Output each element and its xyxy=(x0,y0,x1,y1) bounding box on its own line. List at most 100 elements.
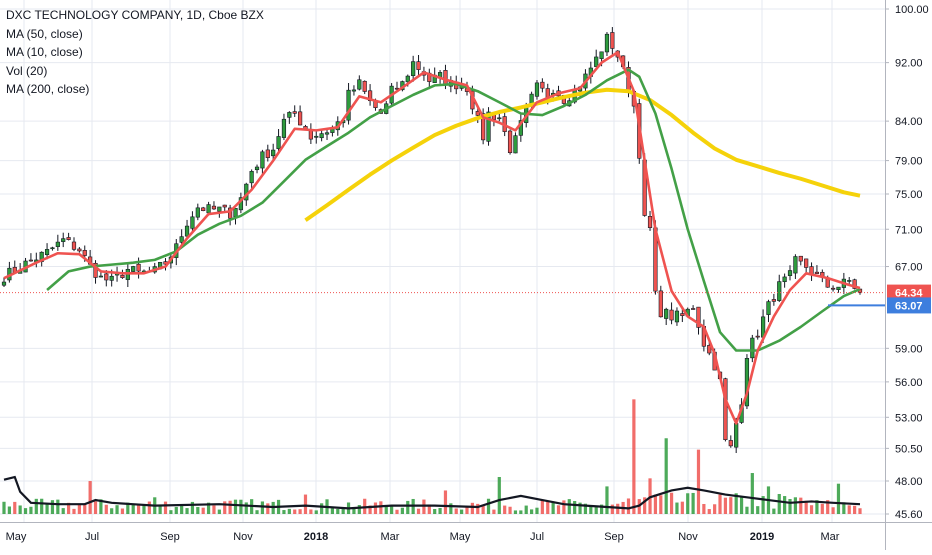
volume-bar xyxy=(476,503,480,514)
candle-body xyxy=(691,308,696,310)
legend-ma10[interactable]: MA (10, close) xyxy=(6,45,83,59)
volume-bar xyxy=(201,507,205,514)
volume-bar xyxy=(556,505,561,514)
volume-bar xyxy=(115,505,119,514)
volume-bar xyxy=(223,501,227,514)
volume-bar xyxy=(853,505,857,514)
volume-bar xyxy=(228,500,232,514)
volume-bar xyxy=(169,510,173,514)
volume-bar xyxy=(330,508,335,514)
candle-body xyxy=(599,51,604,59)
volume-bar xyxy=(72,508,76,514)
candle-body xyxy=(292,111,297,114)
volume-bar xyxy=(2,501,6,514)
x-tick-label: Sep xyxy=(160,531,180,543)
volume-bar xyxy=(379,501,383,514)
volume-bar xyxy=(298,509,302,514)
volume-bar xyxy=(390,505,394,514)
volume-bar xyxy=(427,504,431,514)
volume-bar xyxy=(691,492,695,514)
candle-body xyxy=(319,133,324,139)
volume-bar xyxy=(142,504,146,514)
volume-bar xyxy=(212,505,216,514)
candle-body xyxy=(798,255,803,262)
volume-bar xyxy=(433,509,437,514)
volume-bar xyxy=(395,509,399,514)
y-tick-label: 100.00 xyxy=(895,4,929,16)
legend-vol[interactable]: Vol (20) xyxy=(6,63,48,78)
y-tick-label: 79.00 xyxy=(895,156,923,168)
volume-bar xyxy=(206,502,211,514)
candle-body xyxy=(647,216,653,228)
volume-bar xyxy=(713,504,717,514)
legend-ma200[interactable]: MA (200, close) xyxy=(6,82,90,96)
volume-bar xyxy=(836,483,841,514)
volume-bar xyxy=(293,509,297,514)
volume-bar xyxy=(675,502,679,514)
candle-body xyxy=(486,111,491,142)
y-tick-label: 50.50 xyxy=(895,443,923,455)
candle-body xyxy=(669,309,674,321)
volume-bar xyxy=(465,507,469,514)
volume-bar xyxy=(196,507,200,514)
candle-body xyxy=(750,337,755,359)
legend-ma50[interactable]: MA (50, close) xyxy=(6,26,83,41)
candle-body xyxy=(825,278,830,288)
y-tick-label: 92.00 xyxy=(895,58,923,70)
candle-body xyxy=(771,299,776,302)
candle-body xyxy=(658,290,663,318)
volume-bar xyxy=(750,473,754,514)
volume-bar xyxy=(416,508,421,514)
volume-bar xyxy=(653,494,658,514)
volume-bar xyxy=(492,509,496,514)
volume-bar xyxy=(696,449,701,514)
candle-body xyxy=(481,113,486,141)
candle-body xyxy=(120,274,125,278)
y-tick-label: 75.00 xyxy=(895,189,923,201)
volume-bar xyxy=(438,507,442,514)
candle-body xyxy=(28,259,34,262)
candle-body xyxy=(131,266,136,272)
volume-bar xyxy=(680,501,684,514)
candle-body xyxy=(179,236,184,243)
candle-body xyxy=(190,216,195,229)
candle-body xyxy=(357,79,362,90)
volume-bar xyxy=(29,506,33,514)
x-tick-label: Mar xyxy=(821,531,840,543)
volume-bar xyxy=(45,502,49,514)
candle-body xyxy=(534,82,540,97)
x-tick-label: Jul xyxy=(530,531,544,543)
volume-bar xyxy=(669,492,674,514)
candle-body xyxy=(217,206,222,212)
volume-bar xyxy=(605,486,609,514)
volume-bar xyxy=(535,507,539,514)
volume-bar xyxy=(443,490,448,514)
volume-bar xyxy=(357,505,361,514)
volume-bar xyxy=(110,508,114,514)
volume-bar xyxy=(739,496,744,514)
x-tick-label: May xyxy=(450,531,471,543)
volume-bar xyxy=(400,507,404,514)
volume-bar xyxy=(734,493,738,514)
last-price-badge xyxy=(887,284,931,301)
candle-body xyxy=(766,301,771,315)
volume-bar xyxy=(847,505,851,514)
candle-body xyxy=(206,204,211,214)
volume-bar xyxy=(217,509,221,514)
volume-bar xyxy=(136,503,141,514)
volume-bar xyxy=(664,438,668,514)
volume-bar xyxy=(131,504,135,514)
candle-body xyxy=(228,207,233,219)
volume-bar xyxy=(61,508,65,514)
candle-body xyxy=(276,136,281,150)
volume-bar xyxy=(815,500,819,514)
candle-body xyxy=(610,32,615,49)
candle-body xyxy=(604,33,610,53)
candle-body xyxy=(594,56,599,67)
volume-bar xyxy=(745,506,749,514)
legend: DXC TECHNOLOGY COMPANY, 1D, Cboe BZX MA … xyxy=(6,6,264,99)
candle-body xyxy=(201,207,206,211)
volume-bar xyxy=(723,497,728,514)
volume-bar xyxy=(23,508,28,514)
